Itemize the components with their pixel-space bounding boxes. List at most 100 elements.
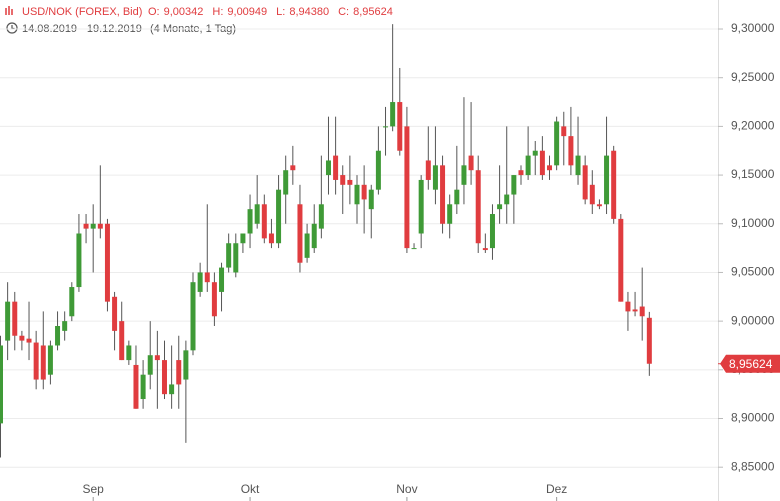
candle-body [497,204,503,210]
candle-body [190,282,196,351]
candle-body [418,179,424,234]
candle-body [575,155,581,176]
candle-body [140,374,146,400]
candle-body [397,102,403,151]
candle-body [475,170,481,244]
candle-body [368,189,374,210]
y-tick-label: 9,30000 [731,21,775,35]
candle-body [489,214,495,249]
candle-body [83,223,89,229]
candle-body [147,355,153,375]
candle-body [511,175,517,195]
candle-body [354,184,360,205]
candle-body [104,223,110,302]
candle-body [347,179,353,185]
ohlc-label: C: [338,6,349,18]
candle-body [646,317,652,364]
candle-body [112,296,118,331]
candle-body [5,301,11,341]
last-price-label: 8,95624 [729,357,773,371]
candle-body [561,126,567,137]
candle-body [611,150,617,219]
candle-body [468,155,474,171]
ohlc-value: 8,95624 [353,6,393,18]
candle-body [133,364,139,409]
candle-body [233,243,239,273]
last-price-box [720,354,780,373]
candle-body [375,150,381,190]
candle-body [261,204,267,239]
candle-body [268,233,274,244]
x-tick-label: Sep [83,482,105,496]
candle-body [254,204,260,224]
candle-body [276,189,282,244]
candle-body [461,165,467,185]
y-tick-label: 9,25000 [731,70,775,84]
y-tick-label: 8,85000 [731,459,775,473]
ohlc-value: 9,00342 [164,6,204,18]
header-icon [5,6,13,15]
y-tick-label: 9,10000 [731,216,775,230]
candle-body [169,384,175,395]
candle-body [161,360,167,395]
candle-body [97,223,103,229]
candle-body [90,223,96,229]
candle-body [547,165,553,171]
candle-body [539,150,545,176]
candle-body [390,102,396,127]
y-tick-label: 9,20000 [731,119,775,133]
candle-body [126,345,132,361]
candle-body [0,345,3,424]
candle-body [518,170,524,176]
candle-body [12,301,18,336]
candle-body [283,170,289,195]
candle-body [447,204,453,224]
candle-body [69,287,75,317]
ohlc-readout: O: 9,00342 H: 9,00949 L: 8,94380 C: 8,95624 [148,6,393,18]
candle-body [240,233,246,244]
candle-body [604,155,610,205]
candle-body [183,350,189,380]
candle-body [596,204,602,207]
candle-body [432,165,438,190]
x-tick-label: Nov [396,482,417,496]
candle-body [26,338,32,343]
clock-icon [6,22,18,34]
instrument-title: USD/NOK (FOREX, Bid) [22,6,142,18]
candle-body [40,345,46,380]
candle-body [454,189,460,205]
candle-body [525,155,531,176]
candle-body [625,301,631,312]
candle-body [33,342,39,380]
candle-body [211,282,217,317]
candle-body [297,204,303,263]
candle-body [532,150,538,156]
ohlc-value: 8,94380 [289,6,329,18]
candle-body [383,126,389,128]
candle-body [440,165,446,224]
candle-body [504,194,510,205]
candle-body [404,126,410,249]
candle-body [47,345,53,375]
candle-body [361,184,367,200]
candle-body [19,335,25,341]
candle-body [226,243,232,268]
candle-body [325,160,331,176]
candle-body [197,272,203,292]
ohlc-label: H: [212,6,223,18]
candle-body [639,306,645,317]
candle-body [204,272,210,283]
candle-body [290,165,296,171]
candle-body [618,218,624,302]
y-tick-label: 9,15000 [731,167,775,181]
candle-body [589,184,595,205]
candle-body [247,209,253,234]
candle-body [311,223,317,249]
y-tick-label: 8,90000 [731,411,775,425]
candle-body [568,136,574,166]
ohlc-value: 9,00949 [227,6,267,18]
candle-body [425,160,431,180]
candle-body [119,321,125,361]
ohlc-label: O: [148,6,160,18]
